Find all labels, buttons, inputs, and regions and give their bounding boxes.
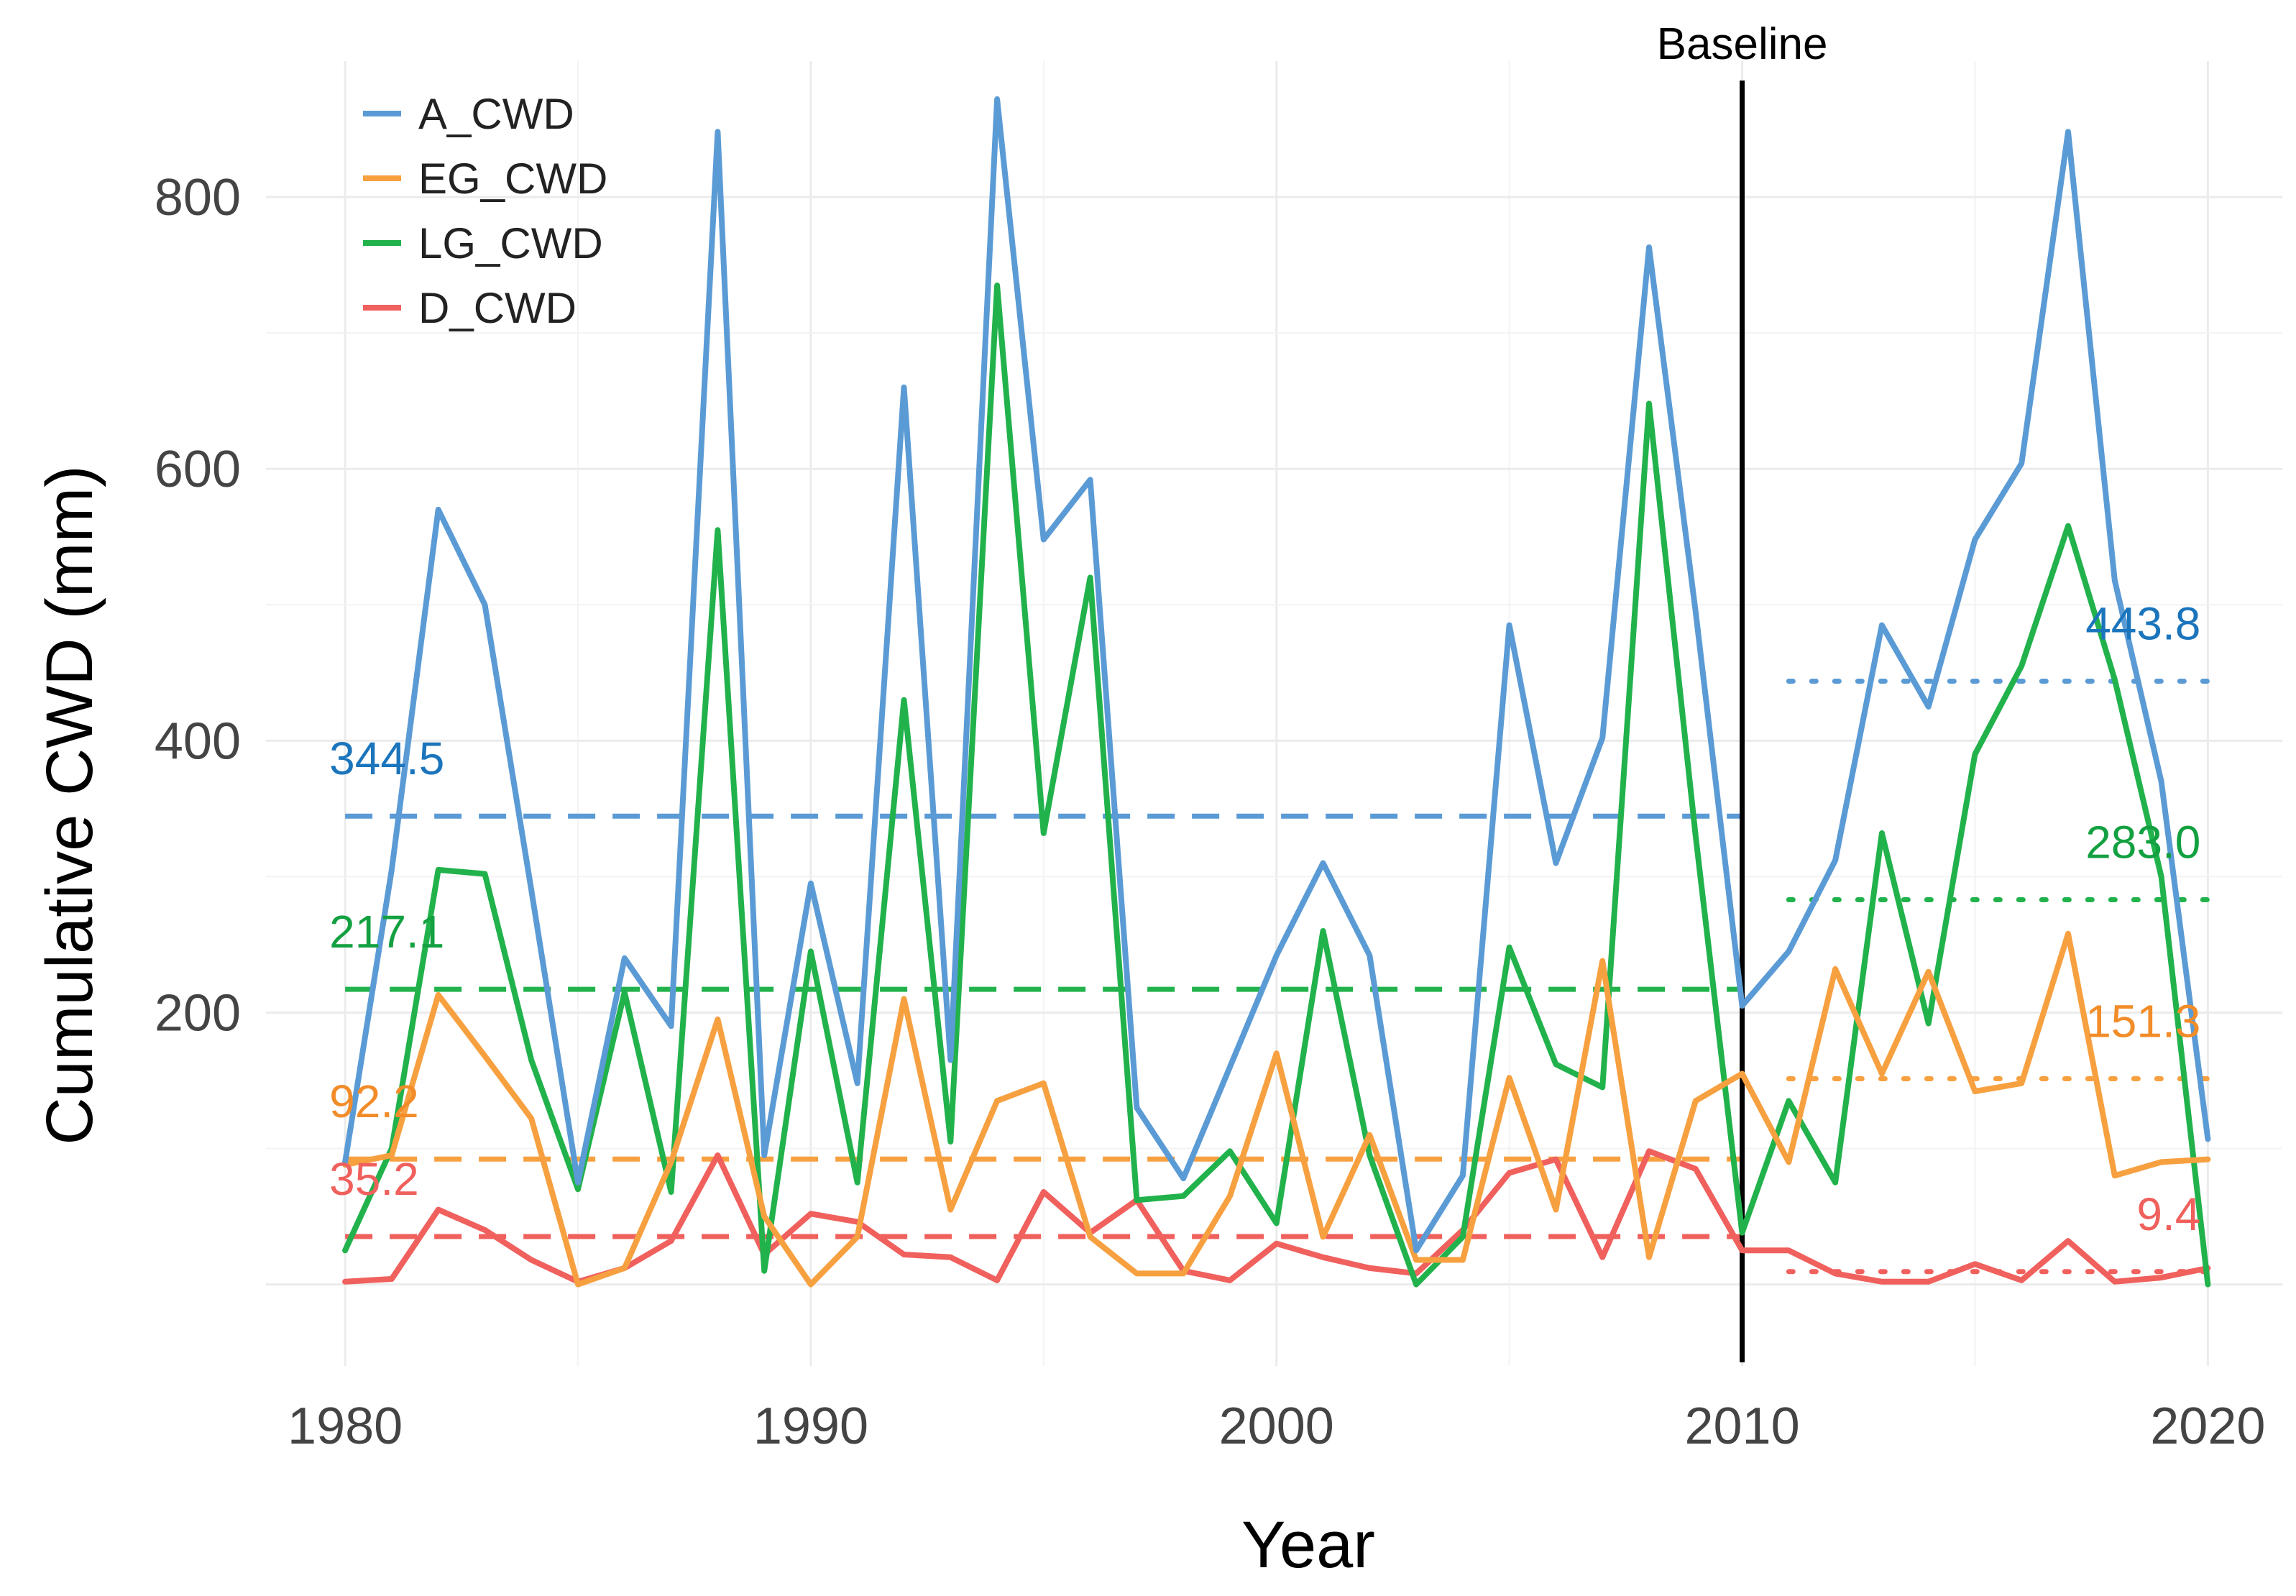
legend: A_CWD EG_CWD LG_CWD D_CWD bbox=[363, 90, 607, 332]
x-tick-label: 2020 bbox=[2150, 1398, 2265, 1455]
mean-label-d-cwd: 35.2 bbox=[329, 1153, 419, 1205]
legend-label-d-cwd: D_CWD bbox=[418, 284, 577, 332]
mean-label-d-cwd: 9.4 bbox=[2136, 1188, 2200, 1240]
series-line-eg-cwd bbox=[342, 930, 2211, 1288]
mean-label-eg-cwd: 92.2 bbox=[329, 1076, 419, 1127]
series-line-a-cwd bbox=[342, 96, 2211, 1254]
mean-label-eg-cwd: 151.3 bbox=[2085, 996, 2200, 1047]
y-tick-labels: 200 400 600 800 bbox=[155, 169, 241, 1042]
y-axis-title: Cumulative CWD (mm) bbox=[33, 465, 106, 1145]
mean-label-lg-cwd: 217.1 bbox=[329, 906, 444, 958]
y-tick-label: 600 bbox=[155, 441, 241, 498]
mean-label-lg-cwd: 283.0 bbox=[2085, 817, 2200, 868]
mean-label-a-cwd: 443.8 bbox=[2085, 598, 2200, 650]
x-tick-label: 1990 bbox=[753, 1398, 868, 1455]
grid-layer bbox=[266, 61, 2282, 1366]
x-axis-title: Year bbox=[1241, 1508, 1375, 1582]
x-tick-label: 2000 bbox=[1219, 1398, 1334, 1455]
y-tick-label: 200 bbox=[155, 984, 241, 1042]
y-tick-label: 800 bbox=[155, 169, 241, 226]
series-layer bbox=[342, 96, 2211, 1288]
x-tick-labels: 1980 1990 2000 2010 2020 bbox=[288, 1398, 2265, 1455]
series-line-lg-cwd bbox=[342, 283, 2211, 1288]
x-tick-label: 2010 bbox=[1684, 1398, 1799, 1455]
baseline-label: Baseline bbox=[1657, 19, 1828, 69]
mean-labels-layer: 344.5 443.8 92.2 151.3 217.1 283.0 35.2 9.4 bbox=[329, 598, 2200, 1240]
legend-label-eg-cwd: EG_CWD bbox=[418, 155, 607, 203]
baseline-layer: Baseline bbox=[1657, 19, 1828, 1362]
series-line-d-cwd bbox=[342, 1148, 2211, 1285]
mean-label-a-cwd: 344.5 bbox=[329, 733, 444, 784]
legend-label-lg-cwd: LG_CWD bbox=[418, 219, 603, 267]
legend-label-a-cwd: A_CWD bbox=[418, 90, 574, 138]
y-tick-label: 400 bbox=[155, 712, 241, 770]
x-tick-label: 1980 bbox=[288, 1398, 403, 1455]
